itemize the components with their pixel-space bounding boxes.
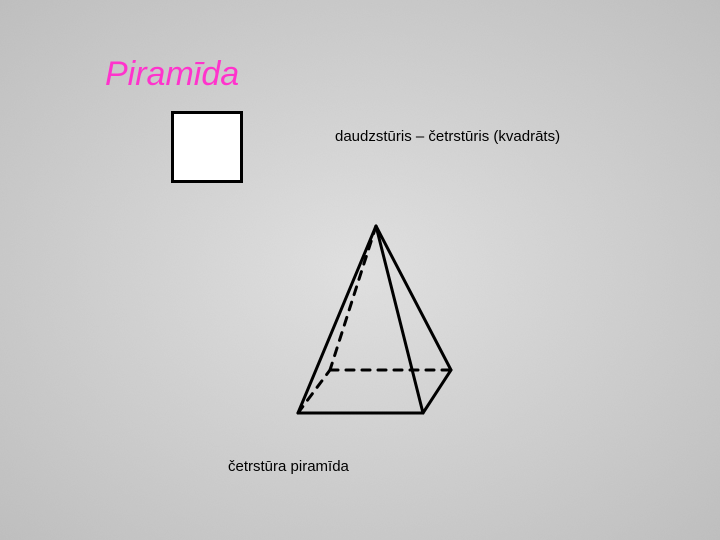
pyramid-diagram: [268, 220, 458, 420]
slide-canvas: Piramīda daudzstūris – četrstūris (kvadr…: [0, 0, 720, 540]
slide-title: Piramīda: [105, 55, 239, 94]
pyramid-label: četrstūra piramīda: [228, 458, 349, 475]
polygon-label: daudzstūris – četrstūris (kvadrāts): [335, 128, 560, 145]
square-shape: [171, 111, 243, 183]
